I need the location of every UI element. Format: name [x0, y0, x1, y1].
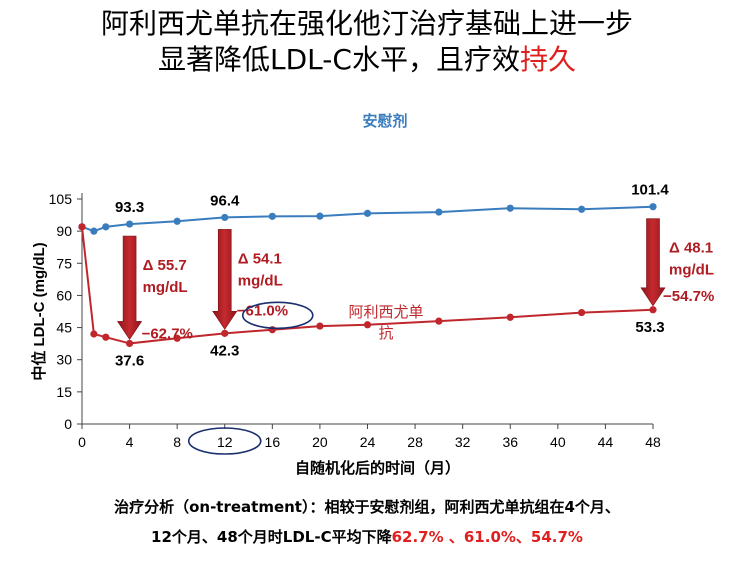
y-tick-label: 60: [56, 287, 72, 303]
data-point-label: 101.4: [631, 182, 669, 199]
placebo-point: [268, 212, 276, 220]
x-tick-label: 28: [407, 434, 423, 450]
footer-line-2: 12个月、48个月时LDL-C平均下降62.7% 、61.0%、54.7%: [0, 526, 734, 547]
x-tick-label: 24: [360, 434, 376, 450]
delta-arrow: [117, 235, 143, 340]
y-tick-label: 0: [64, 416, 72, 432]
data-point-label: 42.3: [210, 342, 239, 359]
y-tick-label: 105: [49, 191, 73, 207]
slide-title-line-1: 阿利西尤单抗在强化他汀治疗基础上进一步: [100, 7, 633, 40]
delta-arrow: [212, 229, 238, 330]
alirocumab-series-label-cont: 抗: [378, 325, 393, 342]
x-tick-label: 12: [217, 434, 233, 450]
slide-title-highlight: 持久: [519, 43, 576, 76]
delta-unit-label: mg/dL: [143, 279, 188, 296]
alirocumab-point: [435, 317, 443, 325]
placebo-point: [363, 209, 372, 217]
y-axis-title: 中位 LDL-C (mg/dL): [30, 242, 48, 380]
alirocumab-point: [78, 223, 86, 231]
x-tick-label: 16: [265, 434, 281, 450]
y-tick-label: 30: [56, 352, 72, 368]
x-tick-label: 48: [645, 434, 661, 450]
x-tick-label: 8: [173, 434, 181, 450]
placebo-point: [435, 208, 443, 216]
alirocumab-series-label: 阿利西尤单: [348, 304, 423, 321]
placebo-point: [649, 203, 657, 211]
highlight-ellipse-month: [187, 427, 262, 455]
alirocumab-point: [316, 322, 324, 330]
delta-value-label: Δ 48.1: [669, 240, 713, 257]
x-tick-label: 20: [312, 434, 328, 450]
delta-value-label: Δ 54.1: [238, 250, 282, 267]
placebo-point: [506, 204, 514, 212]
y-tick-label: 90: [56, 223, 72, 239]
alirocumab-point: [578, 308, 586, 317]
placebo-point: [125, 220, 134, 228]
delta-value-label: Δ 55.7: [143, 257, 187, 274]
x-tick-label: 40: [550, 434, 566, 450]
y-tick-label: 45: [56, 320, 72, 336]
placebo-point: [102, 223, 110, 231]
data-point-label: 37.6: [115, 352, 144, 369]
delta-arrow: [640, 218, 666, 307]
slide-title-line-2-main: 显著降低LDL-C水平，且疗效: [158, 43, 520, 76]
highlight-ellipse-percent: [241, 301, 314, 330]
chart-series: [78, 203, 657, 348]
alirocumab-point: [268, 326, 276, 334]
slide-title-line-2: 显著降低LDL-C水平，且疗效持久: [0, 42, 734, 78]
data-point-label: 53.3: [635, 319, 664, 336]
delta-percent-label: −62.7%: [142, 325, 193, 342]
placebo-point: [578, 205, 586, 213]
footer-line-2-main: 12个月、48个月时LDL-C平均下降: [151, 528, 392, 546]
footer-line-1: 治疗分析（on-treatment）：相较于安慰剂组，阿利西尤单抗组在4个月、: [114, 498, 620, 516]
data-point-label: 93.3: [115, 199, 144, 216]
x-axis-title: 自随机化后的时间（月）: [295, 459, 460, 477]
y-tick-label: 75: [56, 255, 72, 271]
delta-unit-label: mg/dL: [238, 272, 283, 289]
alirocumab-point: [90, 330, 98, 338]
placebo-point: [316, 212, 324, 220]
delta-percent-label: −54.7%: [663, 288, 714, 305]
delta-unit-label: mg/dL: [669, 262, 714, 279]
delta-arrows: [117, 218, 666, 340]
placebo-point: [173, 217, 181, 225]
footer-highlight: 62.7% 、61.0%、54.7%: [391, 528, 583, 546]
placebo-series-label: 安慰剂: [362, 112, 407, 130]
placebo-point: [221, 213, 229, 222]
alirocumab-point: [649, 306, 657, 314]
data-point-label: 96.4: [210, 192, 240, 209]
alirocumab-point: [125, 339, 134, 348]
placebo-point: [90, 227, 98, 235]
x-tick-label: 32: [455, 434, 471, 450]
delta-percent-label: −61.0%: [237, 302, 288, 319]
x-tick-label: 4: [126, 434, 134, 450]
alirocumab-point: [102, 333, 110, 341]
alirocumab-point: [173, 334, 181, 342]
y-tick-label: 15: [56, 384, 72, 400]
x-tick-label: 36: [502, 434, 518, 450]
alirocumab-point: [221, 329, 229, 337]
x-tick-label: 0: [78, 434, 86, 450]
x-tick-label: 44: [598, 434, 614, 450]
alirocumab-point: [363, 321, 372, 329]
alirocumab-point: [506, 313, 514, 321]
